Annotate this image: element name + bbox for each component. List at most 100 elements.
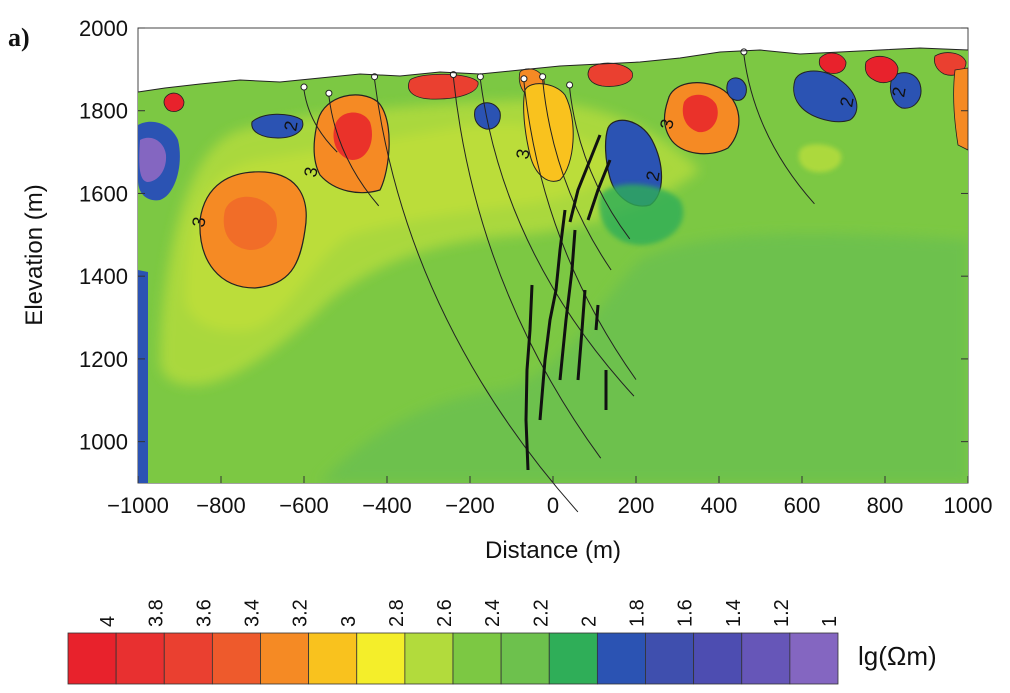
structure-trace-4 bbox=[558, 229, 577, 381]
colorbar: 4 3.8 3.6 3.4 3.2 3 2.8 2.6 2.4 2.2 2 1.8 1.6 1.4 1.2 1 bbox=[67, 599, 841, 685]
blue-strip-left bbox=[138, 270, 148, 483]
y-axis: 1000 1200 1400 1600 1800 2000 bbox=[79, 16, 968, 455]
structure-trace-3 bbox=[538, 209, 567, 421]
contour-label-8: 2 bbox=[888, 85, 909, 98]
borehole-trace bbox=[479, 79, 635, 397]
colorbar-swatch bbox=[548, 632, 598, 685]
x-tick-label: 0 bbox=[547, 493, 559, 518]
orange-strip-east bbox=[953, 67, 968, 151]
blue-anomaly-shallow bbox=[251, 113, 304, 139]
borehole-collar bbox=[539, 73, 547, 81]
structure-traces bbox=[524, 134, 612, 471]
x-tick-label: 800 bbox=[867, 493, 904, 518]
borehole-trace bbox=[328, 96, 380, 207]
borehole-collar bbox=[300, 83, 308, 91]
colorbar-label: 2 bbox=[578, 616, 600, 627]
structure-trace-7 bbox=[594, 304, 600, 331]
colorbar-swatch bbox=[115, 632, 165, 685]
colorbar-swatch bbox=[211, 632, 261, 685]
x-tick-label: −400 bbox=[362, 493, 412, 518]
colorbar-label: 1 bbox=[819, 616, 841, 627]
colorbar-swatch bbox=[693, 632, 743, 685]
colorbar-label: 2.2 bbox=[530, 599, 552, 627]
colorbar-label: 3.2 bbox=[290, 599, 312, 627]
blue-anomaly-far-east bbox=[889, 72, 922, 109]
borehole-trace bbox=[374, 79, 579, 513]
borehole-collar bbox=[476, 73, 484, 81]
colorbar-swatch bbox=[741, 632, 791, 685]
borehole-collar bbox=[566, 81, 574, 89]
red-spot-5 bbox=[864, 55, 899, 84]
colorbar-swatch bbox=[500, 632, 550, 685]
x-tick-label: 400 bbox=[701, 493, 738, 518]
structure-trace-6 bbox=[576, 289, 587, 381]
colorbar-label: 3.8 bbox=[145, 599, 167, 627]
blue-anomaly-central bbox=[474, 102, 501, 130]
colorbar-label: 1.8 bbox=[627, 599, 649, 627]
red-spot-3 bbox=[587, 62, 633, 87]
green-halo-conductor bbox=[599, 184, 684, 245]
structure-trace-5 bbox=[524, 284, 534, 471]
borehole-collar bbox=[325, 89, 333, 97]
topography-line bbox=[137, 47, 969, 93]
resistivity-field bbox=[138, 48, 968, 483]
borehole-trace bbox=[743, 54, 815, 205]
deep-zone bbox=[320, 234, 968, 483]
yellow-patch-east bbox=[798, 144, 842, 173]
contour-label-7: 2 bbox=[836, 95, 857, 108]
purple-core-left bbox=[139, 137, 167, 182]
red-core-east bbox=[682, 94, 718, 133]
colorbar-label: 2.8 bbox=[386, 599, 408, 627]
colorbar-swatch bbox=[789, 632, 839, 685]
colorbar-unit: lg(Ωm) bbox=[858, 641, 937, 671]
y-tick-label: 1000 bbox=[79, 430, 128, 455]
x-tick-label: −200 bbox=[445, 493, 495, 518]
borehole-trace bbox=[569, 87, 631, 240]
colorbar-label: 4 bbox=[97, 616, 119, 627]
borehole-trace bbox=[452, 77, 602, 459]
orange-core bbox=[223, 196, 278, 250]
x-axis: −1000 −800 −600 −400 −200 0 200 400 600 800 1000 bbox=[107, 476, 992, 518]
red-spot-2 bbox=[408, 73, 479, 100]
contour-label-1: 3 bbox=[188, 215, 209, 228]
x-tick-label: 600 bbox=[784, 493, 821, 518]
structure-trace-2 bbox=[586, 159, 612, 221]
colorbar-swatch bbox=[163, 632, 213, 685]
colorbar-label: 1.2 bbox=[771, 599, 793, 627]
colorbar-swatch bbox=[404, 632, 454, 685]
colorbar-label: 2.4 bbox=[482, 599, 504, 627]
colorbar-label: 1.4 bbox=[723, 599, 745, 627]
borehole-collar bbox=[740, 48, 748, 56]
x-tick-label: −600 bbox=[279, 493, 329, 518]
y-tick-label: 1400 bbox=[79, 264, 128, 289]
y-tick-label: 1200 bbox=[79, 347, 128, 372]
borehole-collar bbox=[520, 75, 528, 83]
contour-label-2: 3 bbox=[300, 165, 321, 178]
y-tick-label: 1800 bbox=[79, 99, 128, 124]
borehole-trace bbox=[542, 79, 612, 271]
borehole-trace bbox=[303, 89, 338, 153]
colorbar-label: 3.6 bbox=[193, 599, 215, 627]
contour-label-4: 3 bbox=[656, 117, 677, 130]
x-tick-label: −800 bbox=[196, 493, 246, 518]
y-tick-label: 1600 bbox=[79, 181, 128, 206]
y-tick-label: 2000 bbox=[79, 16, 128, 41]
plot-area: 3 3 3 3 2 2 2 2 bbox=[137, 27, 969, 513]
contour-label-3: 3 bbox=[512, 147, 533, 160]
x-tick-label: −1000 bbox=[107, 493, 169, 518]
colorbar-swatch bbox=[260, 632, 310, 685]
colorbar-swatch bbox=[645, 632, 695, 685]
x-tick-label: 1000 bbox=[944, 493, 993, 518]
red-spot-4 bbox=[818, 52, 847, 74]
blue-cluster-east bbox=[793, 70, 858, 123]
y-axis-label: Elevation (m) bbox=[21, 184, 48, 325]
red-spot-1 bbox=[163, 92, 185, 112]
colorbar-label: 1.6 bbox=[675, 599, 697, 627]
colorbar-swatch bbox=[452, 632, 502, 685]
x-tick-label: 200 bbox=[618, 493, 655, 518]
colorbar-swatch bbox=[67, 632, 117, 685]
blue-anomaly-450 bbox=[726, 77, 747, 101]
colorbar-label: 2.6 bbox=[434, 599, 456, 627]
colorbar-swatch bbox=[356, 632, 406, 685]
